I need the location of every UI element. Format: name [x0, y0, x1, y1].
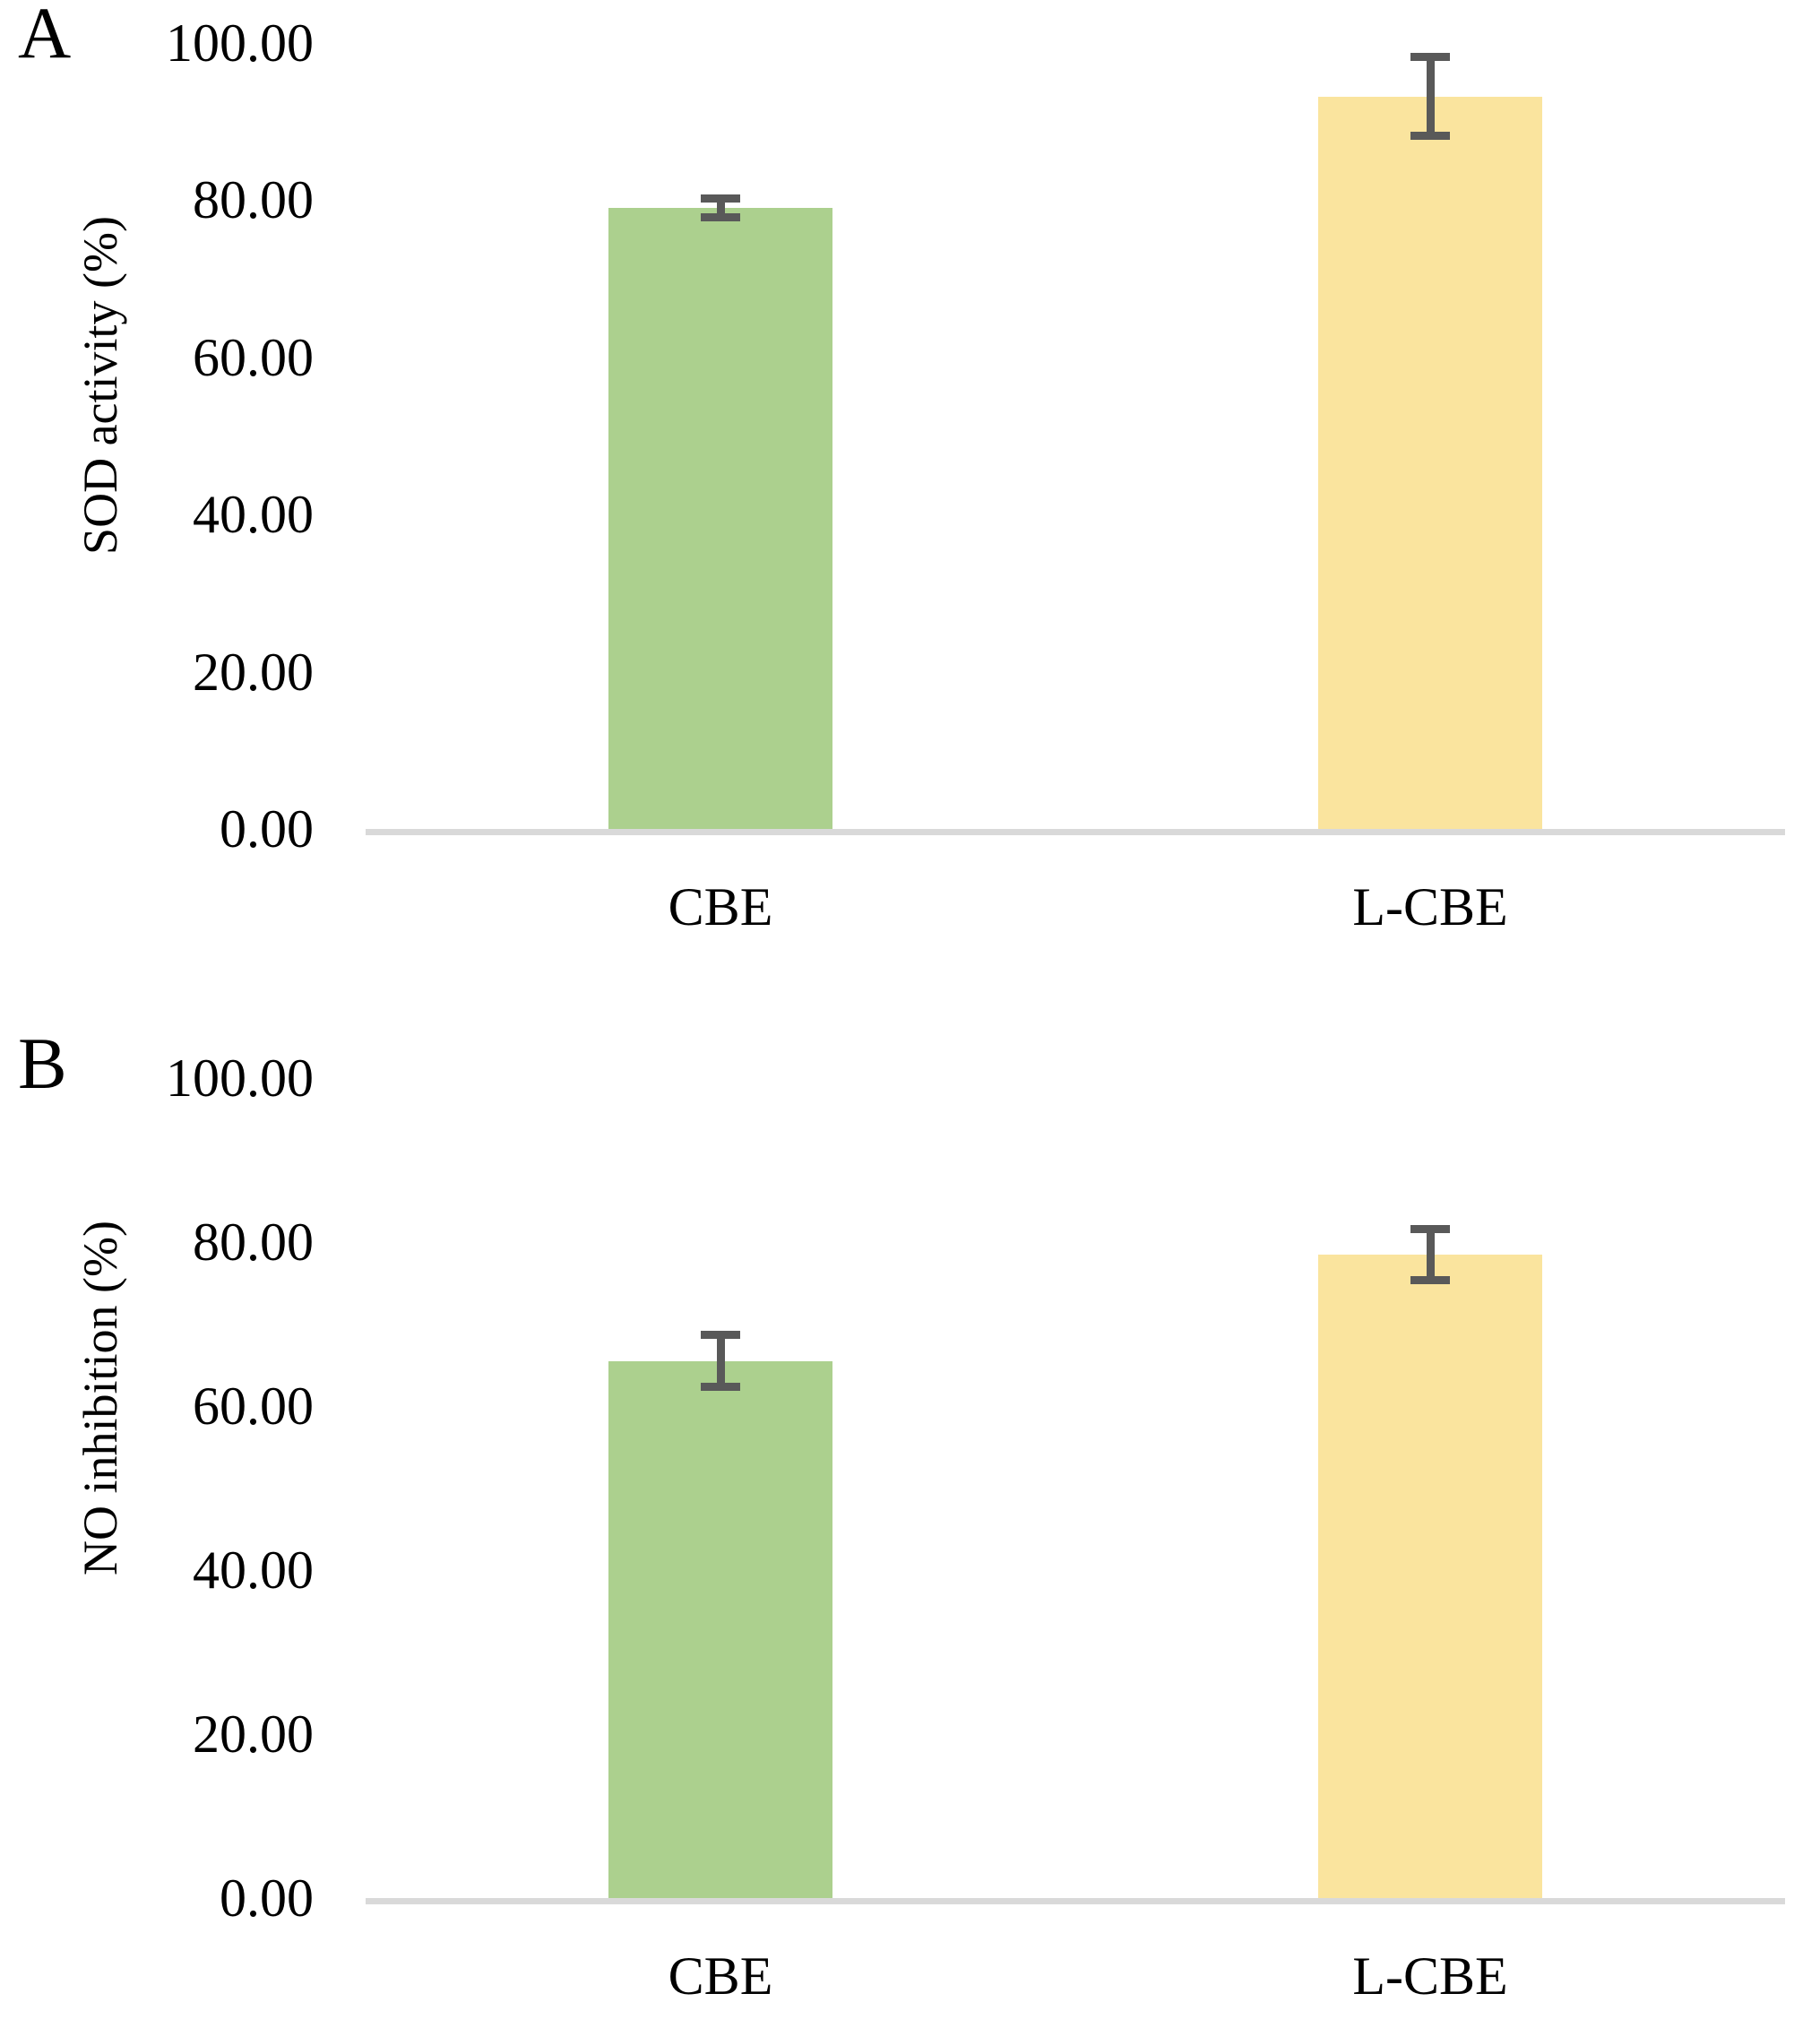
- x-category-label-l-cbe: L-CBE: [1352, 1946, 1508, 2006]
- error-bar-top-cap-cbe: [701, 1330, 740, 1339]
- error-bar-cbe: [716, 1334, 725, 1387]
- error-bar-l-cbe: [1426, 56, 1435, 136]
- error-bar-bottom-cap-cbe: [701, 1383, 740, 1392]
- y-tick-label: 80.00: [193, 170, 314, 230]
- bar-l-cbe: [1318, 1254, 1542, 1898]
- y-tick-label: 20.00: [193, 1704, 314, 1764]
- panel-b-label: B: [18, 1023, 67, 1104]
- x-category-label-cbe: CBE: [668, 1946, 773, 2006]
- error-bar-top-cap-cbe: [701, 194, 740, 203]
- x-category-label-l-cbe: L-CBE: [1352, 877, 1508, 936]
- error-bar-cbe: [716, 198, 725, 218]
- y-tick-label: 60.00: [193, 1376, 314, 1436]
- y-tick-label: 20.00: [193, 642, 314, 702]
- y-tick-label: 0.00: [220, 799, 314, 859]
- x-axis-line: [366, 1898, 1785, 1904]
- y-tick-label: 40.00: [193, 485, 314, 545]
- error-bar-bottom-cap-cbe: [701, 213, 740, 222]
- bar-cbe: [608, 208, 832, 829]
- error-bar-top-cap-l-cbe: [1410, 53, 1450, 62]
- error-bar-bottom-cap-l-cbe: [1410, 1275, 1450, 1284]
- x-axis-line: [366, 829, 1785, 835]
- error-bar-l-cbe: [1426, 1229, 1435, 1281]
- x-category-label-cbe: CBE: [668, 877, 773, 936]
- panel-a-label: A: [18, 0, 72, 73]
- y-tick-label: 40.00: [193, 1540, 314, 1600]
- y-tick-label: 60.00: [193, 327, 314, 387]
- y-tick-label: 100.00: [166, 13, 314, 73]
- y-tick-label: 80.00: [193, 1212, 314, 1272]
- y-tick-label: 0.00: [220, 1868, 314, 1928]
- y-tick-label: 100.00: [166, 1049, 314, 1108]
- bar-cbe: [608, 1360, 832, 1898]
- bar-l-cbe: [1318, 96, 1542, 829]
- error-bar-top-cap-l-cbe: [1410, 1224, 1450, 1233]
- error-bar-bottom-cap-l-cbe: [1410, 131, 1450, 140]
